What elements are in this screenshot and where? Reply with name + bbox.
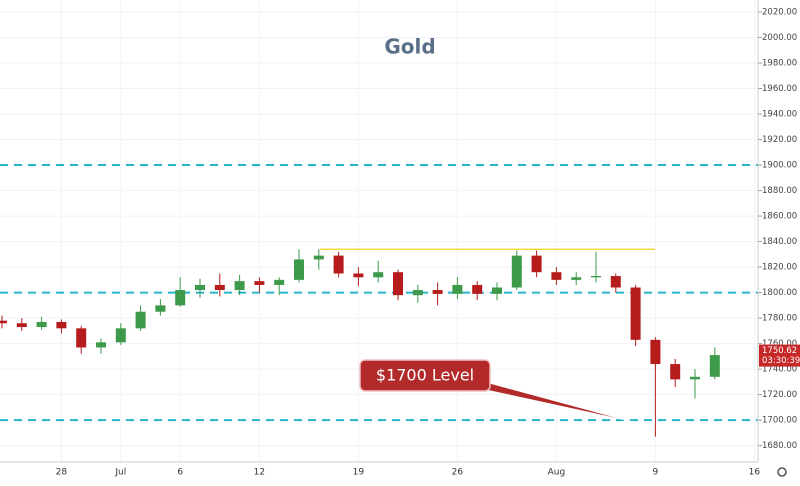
candle-body	[432, 290, 443, 294]
candle-body	[155, 305, 166, 312]
candle-body	[214, 284, 225, 291]
candle-body	[709, 355, 720, 377]
callout: $1700 Level	[359, 359, 626, 421]
y-tick-label: 1980.00	[762, 59, 797, 69]
x-tick-label: 16	[749, 468, 761, 478]
x-tick-label: 19	[353, 468, 365, 478]
x-tick-label: 26	[452, 468, 464, 478]
y-tick-label: 1900.00	[762, 161, 797, 171]
x-tick-label: 28	[56, 468, 68, 478]
candle-body	[353, 273, 364, 278]
y-tick-label: 2000.00	[762, 33, 797, 43]
candle-body	[56, 321, 67, 329]
plot	[0, 164, 758, 437]
candle-body	[511, 255, 522, 288]
candle-body	[234, 281, 245, 291]
x-tick-label: Aug	[548, 468, 566, 478]
candle-body	[294, 259, 304, 280]
y-tick-label: 1800.00	[762, 288, 797, 298]
candle-body	[551, 272, 562, 280]
candle-body	[670, 364, 681, 380]
y-tick-label: 1720.00	[762, 390, 797, 400]
candle-body	[16, 323, 27, 328]
y-tick-label: 1920.00	[762, 135, 797, 145]
countdown: 03:30:39	[762, 356, 800, 366]
candle-body	[36, 321, 47, 328]
candle-body	[0, 320, 7, 324]
candle-body	[96, 342, 106, 348]
x-tick-label: 12	[254, 468, 265, 478]
y-tick-label: 1940.00	[762, 110, 797, 120]
price-tag: 1750.62 03:30:39	[759, 344, 800, 367]
candle-body	[175, 290, 186, 306]
candle-body	[591, 276, 601, 278]
y-tick-label: 1820.00	[762, 263, 797, 273]
settings-icon[interactable]	[777, 467, 787, 477]
y-tick-label: 1860.00	[762, 212, 797, 222]
candle-body	[135, 311, 146, 329]
y-tick-label: 1760.00	[762, 339, 797, 349]
candle-body	[650, 339, 661, 365]
candle-body	[115, 328, 126, 343]
y-tick-label: 1680.00	[762, 441, 797, 451]
x-tick-label: 9	[653, 468, 659, 478]
y-tick-label: 1740.00	[762, 365, 797, 375]
chart-title: Gold	[384, 35, 435, 59]
candle-body	[531, 255, 542, 273]
y-tick-label: 1880.00	[762, 186, 797, 196]
last-price: 1750.62	[762, 346, 797, 356]
candle-body	[571, 277, 582, 280]
y-tick-label: 1960.00	[762, 84, 797, 94]
candle-body	[373, 272, 384, 278]
candle-body	[76, 328, 87, 348]
y-tick-label: 1700.00	[762, 416, 797, 426]
candle-body	[393, 272, 403, 296]
candle-body	[333, 255, 344, 274]
candle-body	[412, 290, 423, 296]
callout-text: $1700 Level	[376, 366, 474, 385]
candle-body	[690, 376, 700, 380]
candle-body	[630, 287, 641, 340]
x-tick-label: Jul	[114, 468, 126, 478]
callout-box	[359, 359, 491, 392]
candle-body	[472, 284, 483, 294]
settings-icon[interactable]	[777, 467, 787, 477]
candle-body	[452, 284, 463, 294]
y-tick-label: 2020.00	[762, 7, 797, 17]
candle-body	[254, 281, 265, 285]
candle-body	[610, 276, 621, 288]
candle-body	[195, 284, 205, 291]
y-tick-label: 1780.00	[762, 314, 797, 324]
candle-body	[492, 287, 502, 294]
candle-body	[313, 255, 324, 260]
x-tick-label: 6	[177, 468, 183, 478]
candle-body	[274, 279, 285, 285]
price-tag-box	[759, 344, 800, 367]
y-tick-label: 1840.00	[762, 237, 797, 247]
